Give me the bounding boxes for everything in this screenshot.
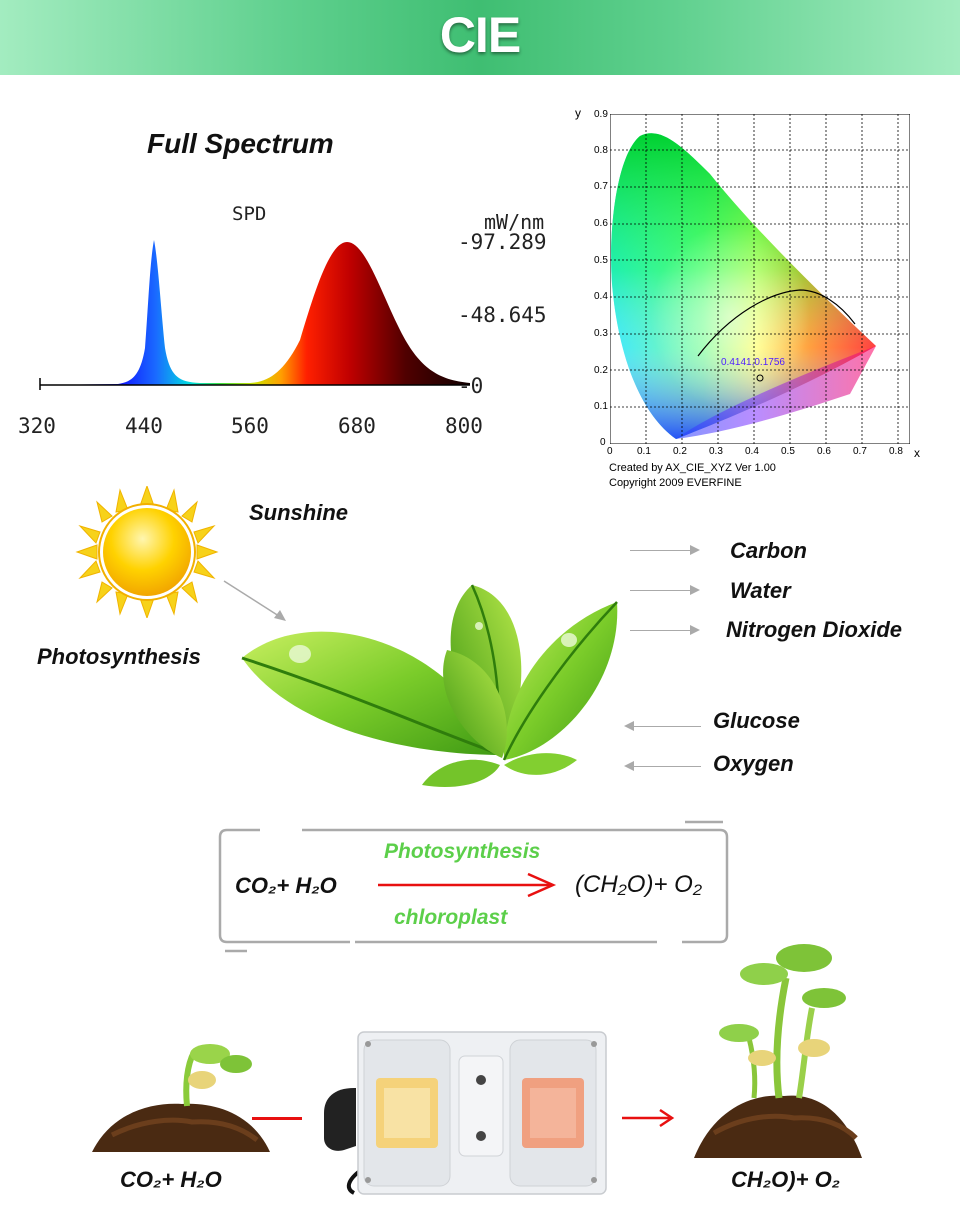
cie-y-tick: 0.4: [594, 291, 608, 302]
spd-curve-chart: [39, 240, 470, 390]
left-red-line: [252, 1117, 302, 1120]
cie-x-tick: 0.4: [745, 446, 759, 457]
planckian-locus: [697, 289, 856, 357]
spd-y-tick-zero: -0: [458, 374, 484, 398]
nitrogen-arrow: [630, 630, 692, 631]
oxygen-arrow: [633, 766, 701, 767]
leaves-illustration: [241, 584, 618, 788]
cie-x-tick: 0.1: [637, 446, 651, 457]
spd-y-tick-mid: -48.645: [458, 303, 547, 327]
led-grow-module: [324, 1031, 607, 1195]
equation-box: [218, 820, 729, 953]
right-red-arrow: [622, 1108, 675, 1128]
cie-point-label: 0.4141,0.1756: [721, 357, 785, 368]
cie-y-tick: 0.6: [594, 218, 608, 229]
input-water: Water: [730, 578, 791, 603]
arrow-head-icon: [690, 625, 700, 635]
seedling-small-illustration: [92, 1044, 270, 1152]
spd-x-tick: 440: [125, 414, 163, 438]
spd-x-tick: 560: [231, 414, 269, 438]
cie-credit-line2: Copyright 2009 EVERFINE: [609, 477, 742, 489]
sun-arrow: [223, 580, 286, 621]
cie-grid: [610, 114, 910, 444]
spd-x-tick: 320: [18, 414, 56, 438]
cie-y-tick: 0.1: [594, 401, 608, 412]
cie-x-tick: 0.7: [853, 446, 867, 457]
sunshine-label: Sunshine: [249, 500, 349, 525]
equation-above: Photosynthesis: [384, 840, 541, 863]
cie-x-tick: 0.5: [781, 446, 795, 457]
cie-x-tick: 0: [607, 446, 613, 457]
equation-right: (CH₂O)+ O₂: [575, 871, 702, 898]
output-glucose: Glucose: [713, 708, 800, 733]
cie-x-tick: 0.3: [709, 446, 723, 457]
cie-x-tick: 0.8: [889, 446, 903, 457]
carbon-arrow: [630, 550, 692, 551]
sun-icon: [75, 486, 219, 618]
banner-title: CIE: [439, 7, 521, 63]
spd-unit: mW/nm: [484, 210, 545, 234]
input-nitrogen-dioxide: Nitrogen Dioxide: [726, 617, 903, 642]
input-carbon: Carbon: [730, 538, 807, 563]
cie-y-tick: 0.2: [594, 365, 608, 376]
spd-x-tick: 800: [445, 414, 483, 438]
spd-x-tick: 680: [338, 414, 376, 438]
spectrum-heading: Full Spectrum: [147, 128, 334, 159]
bottom-right-label: CH₂O)+ O₂: [731, 1167, 841, 1192]
cie-y-axis-label: y: [575, 106, 581, 120]
arrow-head-icon: [690, 545, 700, 555]
header-banner: [0, 0, 960, 75]
cie-x-tick: 0.6: [817, 446, 831, 457]
cie-y-tick: 0.9: [594, 109, 608, 120]
cie-y-tick: 0: [600, 437, 606, 448]
bottom-left-label: CO₂+ H₂O: [120, 1167, 222, 1192]
cie-x-axis-label: x: [914, 446, 920, 460]
spd-label: SPD: [232, 203, 267, 225]
cie-y-tick: 0.8: [594, 145, 608, 156]
grown-plant-illustration: [694, 944, 862, 1158]
spd-y-tick-max: -97.289: [458, 230, 547, 254]
cie-y-tick: 0.3: [594, 328, 608, 339]
cie-y-tick: 0.5: [594, 255, 608, 266]
arrow-head-icon: [690, 585, 700, 595]
equation-below: chloroplast: [394, 906, 508, 929]
photosynthesis-label: Photosynthesis: [37, 644, 201, 669]
spd-curve: [40, 240, 470, 385]
cie-y-tick: 0.7: [594, 181, 608, 192]
cie-credit-line1: Created by AX_CIE_XYZ Ver 1.00: [609, 462, 776, 474]
cie-point-marker: [756, 374, 764, 382]
equation-left: CO₂+ H₂O: [235, 873, 337, 898]
water-arrow: [630, 590, 692, 591]
output-oxygen: Oxygen: [713, 751, 794, 776]
equation-arrow: [378, 872, 557, 898]
cie-x-tick: 0.2: [673, 446, 687, 457]
arrow-head-icon: [624, 761, 634, 771]
glucose-arrow: [633, 726, 701, 727]
arrow-head-icon: [624, 721, 634, 731]
cie-diagram: [610, 114, 910, 444]
